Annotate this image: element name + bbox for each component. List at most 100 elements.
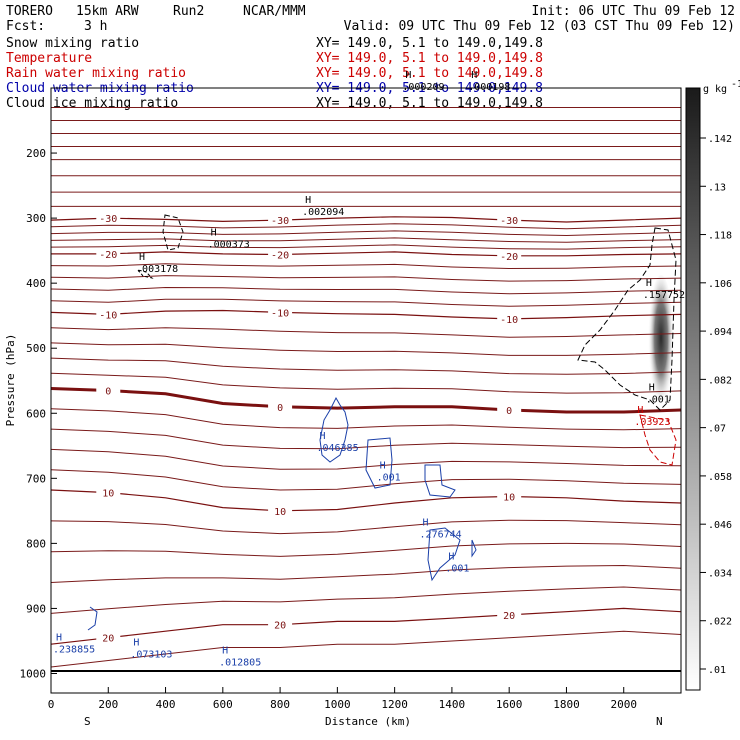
isotherm-line bbox=[50, 408, 682, 431]
maximum-marker-h: H bbox=[139, 252, 145, 263]
maximum-marker-h: H bbox=[471, 70, 477, 81]
isotherm-label-bg bbox=[497, 490, 522, 502]
snow-contour-1 bbox=[162, 214, 184, 251]
x-tick-label: 2000 bbox=[610, 698, 637, 711]
model-run: Run2 bbox=[173, 4, 204, 19]
maximum-value: .046385 bbox=[316, 443, 358, 454]
valid-time: Valid: 09 UTC Thu 09 Feb 12 (03 CST Thu … bbox=[344, 19, 735, 34]
colorbar-units-exponent: -1 bbox=[731, 79, 740, 90]
isotherm--30 bbox=[50, 216, 682, 223]
isotherm-line bbox=[50, 630, 682, 668]
maximum-marker-h: H bbox=[319, 431, 325, 442]
x-tick-label: 600 bbox=[213, 698, 233, 711]
y-tick-label: 500 bbox=[26, 342, 46, 355]
isotherm-label: 10 bbox=[274, 507, 286, 518]
init-time: Init: 06 UTC Thu 09 Feb 12 bbox=[532, 4, 736, 19]
y-tick-label: 600 bbox=[26, 407, 46, 420]
maximum-value: .000373 bbox=[208, 239, 250, 250]
isotherm--20 bbox=[51, 251, 682, 257]
isotherm-line bbox=[50, 342, 682, 356]
maximum-marker-h: H bbox=[56, 633, 62, 644]
isotherm-label-bg bbox=[268, 400, 293, 412]
x-end-left: S bbox=[84, 715, 91, 728]
field-cloud-ice-label: Cloud ice mixing ratio bbox=[6, 96, 178, 111]
model-center: NCAR/MMM bbox=[243, 4, 306, 19]
field-cloud-ice-xy: XY= 149.0, 5.1 to 149.0,149.8 bbox=[316, 96, 543, 111]
isotherm-line bbox=[50, 244, 682, 250]
field-snow-xy: XY= 149.0, 5.1 to 149.0,149.8 bbox=[316, 36, 543, 51]
maximum-value: .238855 bbox=[53, 645, 95, 656]
isotherm-label-bg bbox=[96, 212, 121, 224]
isotherm-label: -10 bbox=[271, 308, 289, 319]
isotherm-label-bg bbox=[96, 384, 121, 396]
isotherm-label: 0 bbox=[506, 406, 512, 417]
colorbar-tick-label: .022 bbox=[708, 617, 732, 628]
isotherm-line bbox=[50, 286, 682, 295]
isotherm-label-bg bbox=[497, 214, 522, 226]
isotherm-line bbox=[50, 298, 682, 307]
isotherm-label: -30 bbox=[99, 214, 117, 225]
maximum-marker-h: H bbox=[637, 405, 643, 416]
field-temperature-xy: XY= 149.0, 5.1 to 149.0,149.8 bbox=[316, 51, 543, 66]
y-tick-label: 800 bbox=[26, 537, 46, 550]
colorbar-ramp bbox=[685, 87, 701, 691]
colorbar-tick-label: .106 bbox=[708, 279, 732, 290]
field-rain-label: Rain water mixing ratio bbox=[6, 66, 186, 81]
isotherm-label-bg bbox=[268, 306, 293, 318]
y-axis-ticks: 200 300 400 500 600 700 800 900 1000 bbox=[20, 147, 57, 680]
isotherm-label: 20 bbox=[102, 634, 114, 645]
isotherm-line bbox=[50, 586, 682, 614]
forecast-label: Fcst: bbox=[6, 19, 45, 34]
maximum-marker-h: H bbox=[646, 278, 652, 289]
x-tick-label: 1800 bbox=[553, 698, 580, 711]
isotherm-line bbox=[50, 263, 682, 270]
colorbar-tick-label: .058 bbox=[708, 472, 732, 483]
isotherm-label: 20 bbox=[503, 611, 515, 622]
model-name: TORERO bbox=[6, 4, 53, 19]
field-rain-xy: XY= 149.0, 5.1 to 149.0,149.8 bbox=[316, 66, 543, 81]
maximum-value: .001 bbox=[445, 563, 469, 574]
x-tick-label: 1400 bbox=[439, 698, 466, 711]
maximum-marker-h: H bbox=[305, 195, 311, 206]
isotherm-label-bg bbox=[268, 618, 293, 630]
y-tick-label: 1000 bbox=[20, 667, 47, 680]
plot-area: -30 -30 -30 -20 -20 -20 -10 -10 -10 0 0 0 10 10 10 20 20… bbox=[4, 70, 685, 728]
isotherm-line bbox=[50, 237, 682, 243]
colorbar-ticks: .142 .13 .118 .106 .094 .082 .07 .058 .046 .034 .0… bbox=[700, 134, 732, 676]
colorbar-tick-label: .118 bbox=[708, 231, 732, 242]
maximum-marker-h: H bbox=[649, 382, 655, 393]
isotherm-label-bg bbox=[268, 214, 293, 226]
maximum-marker-h: H bbox=[380, 460, 386, 471]
cloud-water-contour-6 bbox=[87, 606, 98, 631]
x-axis-ticks: 0 200 400 600 800 1000 1200 1400 1600 1800 2000 bbox=[48, 687, 637, 711]
cloud-water-contour-4 bbox=[427, 527, 461, 582]
colorbar-tick-label: .082 bbox=[708, 375, 732, 386]
isotherm-label-bg bbox=[96, 247, 121, 259]
maximum-marker-h: H bbox=[448, 551, 454, 562]
isotherm-label-bg bbox=[268, 248, 293, 260]
field-temperature-label: Temperature bbox=[6, 51, 92, 66]
snow-contour-3 bbox=[577, 227, 677, 411]
isotherm-line bbox=[50, 519, 682, 535]
isotherm-line bbox=[50, 327, 682, 338]
colorbar-units: g kg bbox=[703, 84, 727, 95]
colorbar-tick-label: .13 bbox=[708, 182, 726, 193]
maximum-value: .157752 bbox=[643, 290, 685, 301]
isotherm-label-bg bbox=[497, 404, 522, 416]
maximum-marker-h: H bbox=[211, 227, 217, 238]
isotherm-label-bg bbox=[497, 249, 522, 261]
isotherm-label: 10 bbox=[503, 493, 515, 504]
maximum-value: .002094 bbox=[302, 207, 344, 218]
y-axis-label: Pressure (hPa) bbox=[4, 334, 17, 427]
isotherm-label-bg bbox=[497, 312, 522, 324]
maximum-value: .003178 bbox=[136, 264, 178, 275]
isotherm-line bbox=[50, 223, 682, 230]
colorbar-tick-label: .142 bbox=[708, 134, 732, 145]
isotherm-20 bbox=[50, 607, 682, 645]
isotherm-0 bbox=[50, 387, 682, 414]
maximum-marker-h: H bbox=[405, 70, 411, 81]
isotherm-line bbox=[50, 275, 682, 282]
isotherm-line bbox=[50, 469, 682, 491]
snow-contour-2 bbox=[136, 269, 154, 279]
field-contours bbox=[87, 214, 677, 631]
